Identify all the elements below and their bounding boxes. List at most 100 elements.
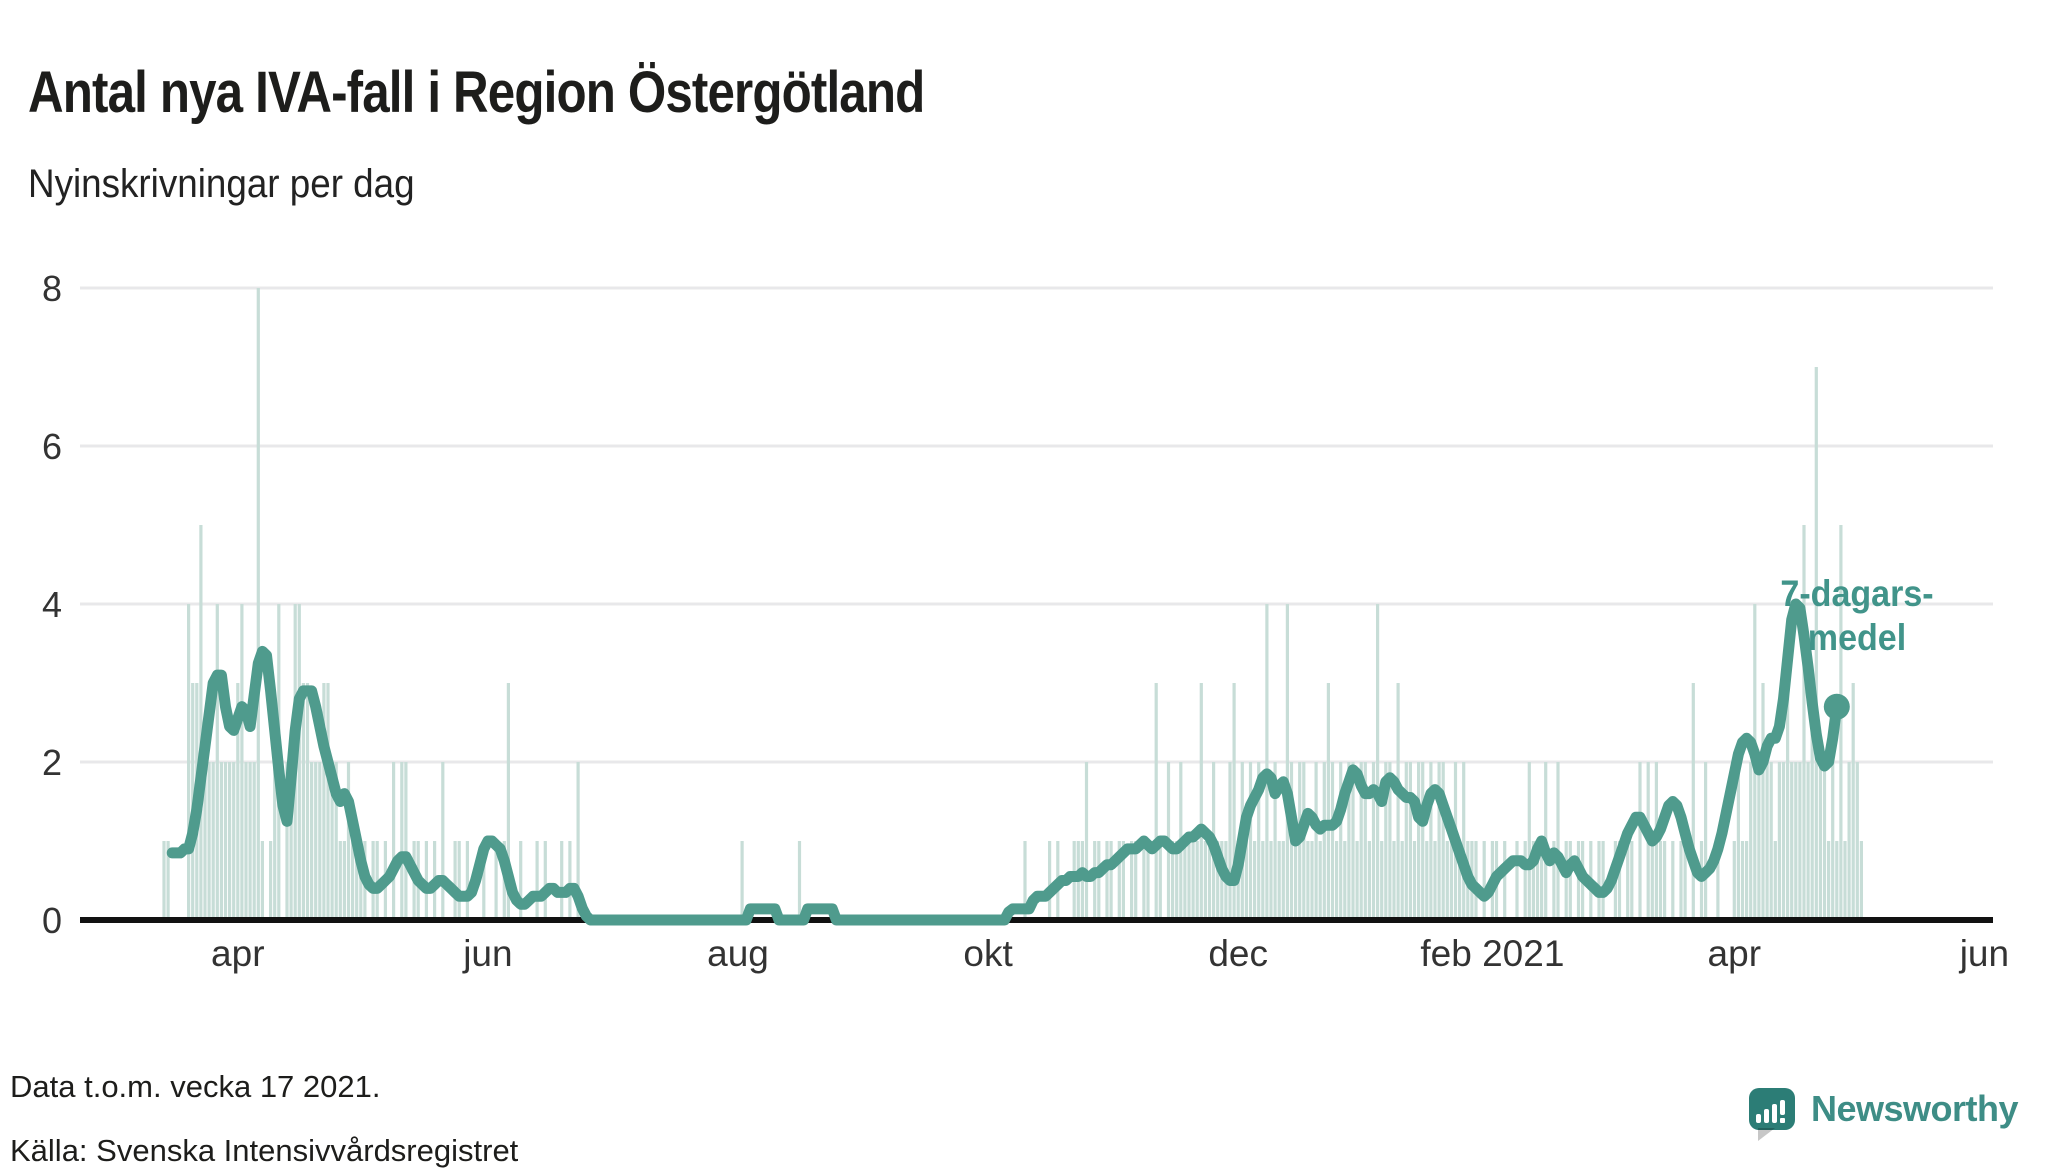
daily-bar: [797, 841, 802, 920]
y-tick-label: 8: [42, 268, 62, 309]
daily-bar: [260, 841, 264, 920]
daily-bar: [1601, 841, 1605, 920]
avg-line-end-marker: [1823, 693, 1850, 720]
daily-bar: [1371, 762, 1376, 920]
series-annotation-line2: medel: [1807, 617, 1907, 658]
daily-bar: [1671, 841, 1675, 920]
daily-bar: [248, 762, 252, 920]
daily-bar: [162, 841, 166, 920]
series-annotation-line1: 7-dagars-: [1780, 573, 1934, 614]
daily-bar: [1408, 762, 1412, 920]
daily-bar: [1564, 841, 1568, 920]
daily-bar: [1663, 841, 1667, 920]
daily-bar: [1146, 841, 1150, 920]
daily-bar: [392, 762, 396, 920]
daily-bar: [1482, 841, 1486, 920]
daily-bar: [1347, 762, 1351, 920]
daily-bar: [1638, 762, 1642, 920]
daily-bar: [1396, 683, 1400, 920]
daily-bar: [1786, 683, 1790, 920]
daily-bar: [1294, 841, 1298, 920]
daily-bar: [494, 841, 498, 920]
daily-bar: [1806, 762, 1810, 920]
daily-bar: [1568, 841, 1572, 920]
daily-bar: [1437, 762, 1441, 920]
daily-bar: [1757, 762, 1761, 920]
daily-bar: [199, 525, 203, 920]
daily-bar: [1023, 841, 1027, 920]
daily-bar: [1831, 762, 1835, 920]
daily-bar: [305, 683, 310, 920]
daily-bar: [1523, 841, 1527, 920]
daily-bar: [1765, 762, 1769, 920]
daily-bar: [1716, 841, 1720, 920]
daily-bar: [1531, 841, 1535, 920]
daily-bar: [482, 841, 486, 920]
daily-bar: [1117, 841, 1121, 920]
daily-bar: [1130, 841, 1134, 920]
daily-bar: [1732, 841, 1736, 920]
daily-bar: [1535, 841, 1540, 920]
daily-bar: [1388, 762, 1392, 920]
daily-bar: [1433, 841, 1437, 920]
daily-bar: [1310, 841, 1314, 920]
daily-bar: [1515, 841, 1519, 920]
daily-bar: [223, 762, 228, 920]
daily-bar: [465, 841, 469, 920]
daily-bar: [1458, 841, 1462, 920]
daily-bar: [1191, 841, 1195, 920]
daily-bar: [400, 762, 404, 920]
daily-bar: [424, 841, 428, 920]
x-tick-label: jun: [1959, 933, 2009, 974]
x-tick-label: apr: [211, 933, 264, 974]
daily-bar: [334, 762, 338, 920]
x-tick-label: jun: [462, 933, 512, 974]
daily-bar: [240, 604, 244, 920]
daily-bar: [568, 841, 572, 920]
daily-bar: [1232, 683, 1236, 920]
daily-bar: [1839, 525, 1843, 920]
daily-bar: [187, 604, 191, 920]
chart-subtitle: Nyinskrivningar per dag: [28, 162, 415, 206]
daily-bar: [219, 762, 223, 920]
daily-bar: [1367, 841, 1371, 920]
daily-bar: [1158, 841, 1162, 920]
daily-bar: [519, 841, 523, 920]
daily-bar: [330, 762, 334, 920]
daily-bar: [1843, 841, 1847, 920]
daily-bar: [1445, 841, 1449, 920]
y-tick-label: 2: [42, 742, 62, 783]
daily-bar: [269, 841, 273, 920]
daily-bar: [1773, 841, 1777, 920]
daily-bar: [506, 683, 510, 920]
daily-bar: [535, 841, 539, 920]
daily-bar: [1105, 841, 1109, 920]
daily-bar: [346, 762, 351, 920]
daily-bar: [453, 841, 457, 920]
daily-bar: [1691, 683, 1695, 920]
daily-bar: [1220, 841, 1224, 920]
daily-bar: [1412, 841, 1417, 920]
daily-bar: [1154, 683, 1158, 920]
series-annotation: 7-dagars- medel: [1742, 572, 1972, 660]
daily-bar: [1093, 841, 1097, 920]
daily-bar: [1736, 762, 1740, 920]
daily-bar: [375, 841, 379, 920]
daily-bar: [1503, 841, 1507, 920]
daily-bar: [1273, 762, 1277, 920]
daily-bar: [1097, 841, 1101, 920]
daily-bar: [1183, 841, 1187, 920]
daily-bar: [1339, 762, 1343, 920]
daily-bar: [215, 604, 219, 920]
page-title: Antal nya IVA-fall i Region Östergötland: [28, 59, 925, 125]
exclamation-icon: [1779, 1100, 1785, 1123]
daily-bar: [441, 762, 445, 920]
daily-bar: [318, 762, 322, 920]
daily-bar: [1777, 762, 1781, 920]
daily-bar: [1335, 841, 1339, 920]
daily-bar: [1617, 841, 1622, 920]
newsworthy-logo-icon: [1748, 1088, 1795, 1141]
daily-bar: [1597, 841, 1601, 920]
daily-bar: [1650, 841, 1654, 920]
